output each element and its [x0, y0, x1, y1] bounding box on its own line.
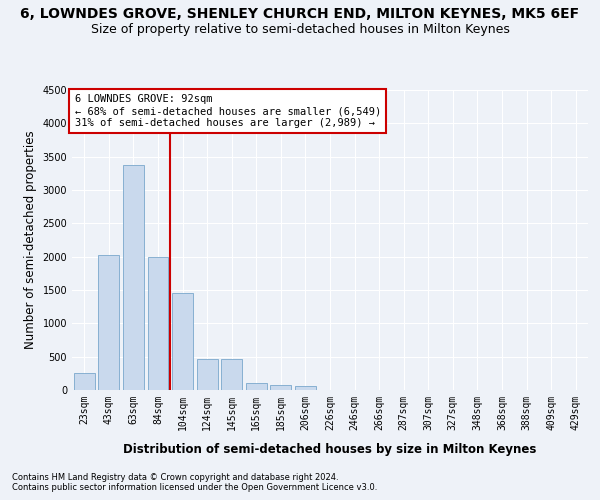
Text: Contains public sector information licensed under the Open Government Licence v3: Contains public sector information licen… — [12, 482, 377, 492]
Bar — [148, 256, 169, 390]
Bar — [295, 386, 316, 390]
Bar — [98, 256, 119, 390]
Text: 6 LOWNDES GROVE: 92sqm
← 68% of semi-detached houses are smaller (6,549)
31% of : 6 LOWNDES GROVE: 92sqm ← 68% of semi-det… — [74, 94, 381, 128]
Bar — [221, 360, 242, 390]
Text: Contains HM Land Registry data © Crown copyright and database right 2024.: Contains HM Land Registry data © Crown c… — [12, 472, 338, 482]
Bar — [74, 374, 95, 390]
Text: 6, LOWNDES GROVE, SHENLEY CHURCH END, MILTON KEYNES, MK5 6EF: 6, LOWNDES GROVE, SHENLEY CHURCH END, MI… — [20, 8, 580, 22]
Y-axis label: Number of semi-detached properties: Number of semi-detached properties — [24, 130, 37, 350]
Text: Size of property relative to semi-detached houses in Milton Keynes: Size of property relative to semi-detach… — [91, 22, 509, 36]
Bar — [123, 164, 144, 390]
Bar — [271, 384, 292, 390]
Bar — [197, 360, 218, 390]
Bar — [172, 294, 193, 390]
Text: Distribution of semi-detached houses by size in Milton Keynes: Distribution of semi-detached houses by … — [124, 442, 536, 456]
Bar — [246, 382, 267, 390]
